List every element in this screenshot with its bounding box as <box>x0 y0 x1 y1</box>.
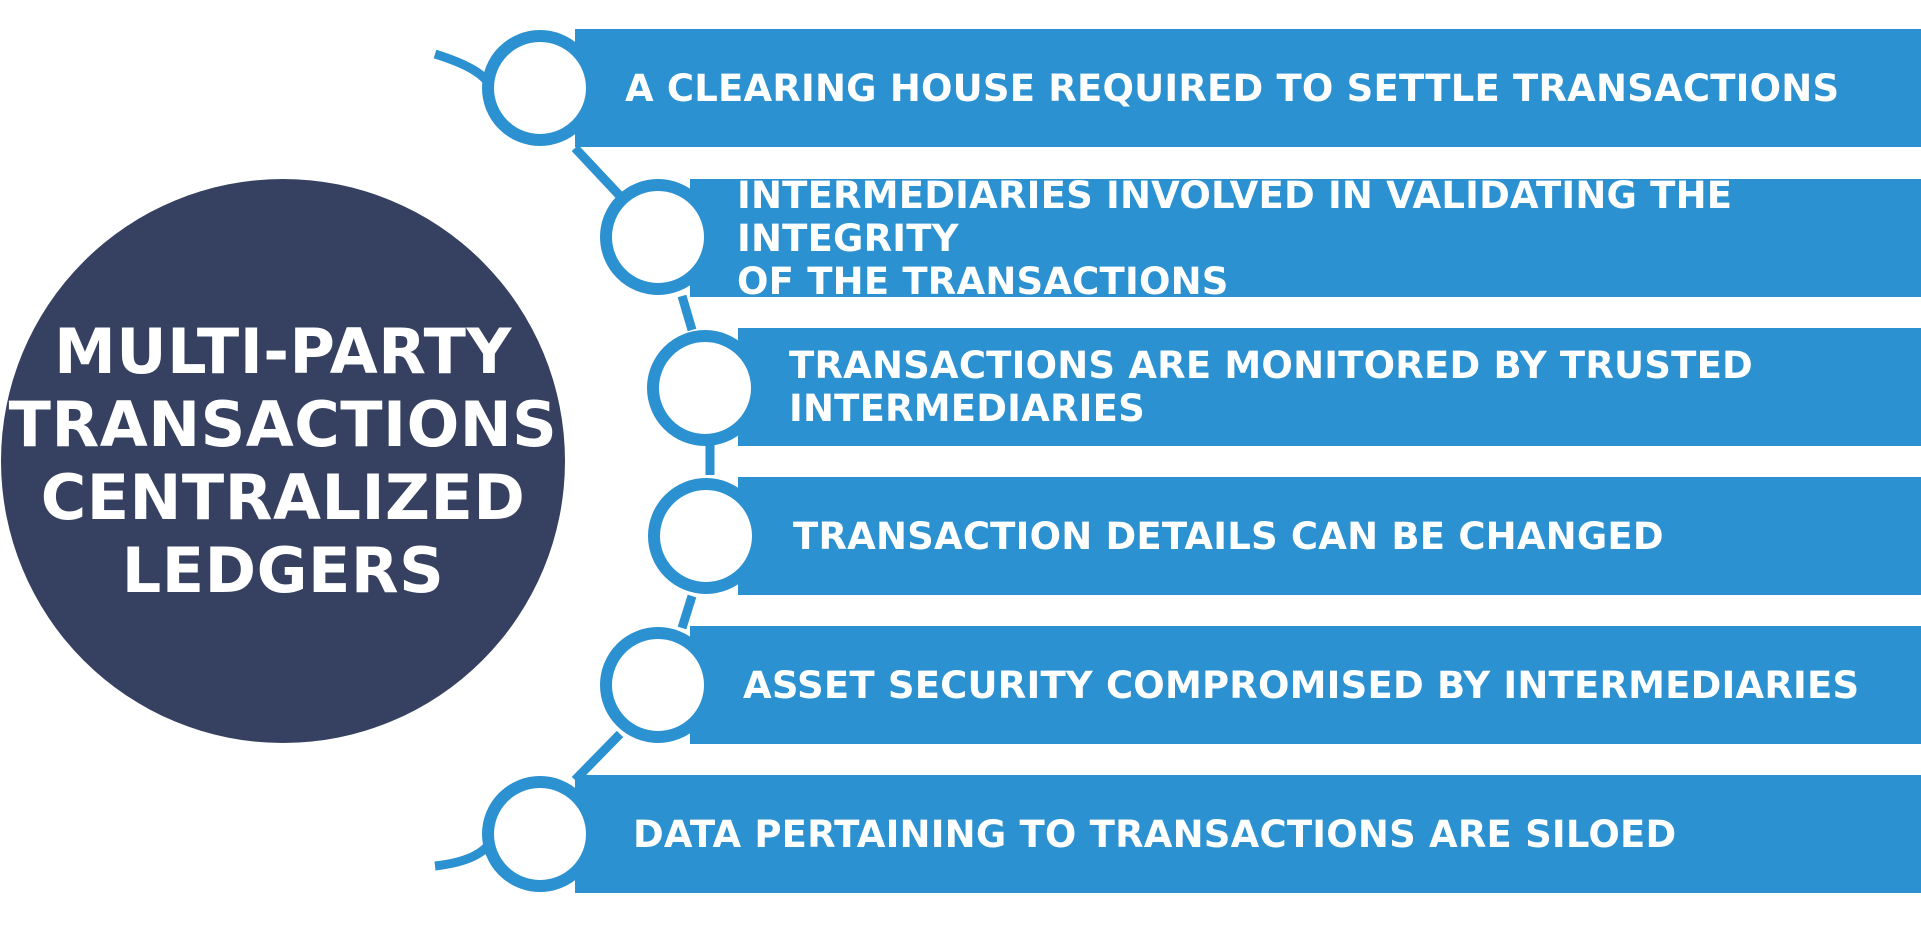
arc-segment-2 <box>677 294 697 332</box>
item-label-4: TRANSACTION DETAILS CAN BE CHANGED <box>793 514 1664 558</box>
item-bar-1: A CLEARING HOUSE REQUIRED TO SETTLE TRAN… <box>575 29 1921 147</box>
arc-segment-4 <box>677 594 697 630</box>
central-topic-line: TRANSACTIONS <box>8 388 558 461</box>
arc-segment-5 <box>571 730 624 784</box>
item-bar-6: DATA PERTAINING TO TRANSACTIONS ARE SILO… <box>575 775 1921 893</box>
item-bar-3: TRANSACTIONS ARE MONITORED BY TRUSTED IN… <box>738 328 1921 446</box>
central-topic-line: CENTRALIZED <box>40 461 526 534</box>
item-bar-4: TRANSACTION DETAILS CAN BE CHANGED <box>738 477 1921 595</box>
item-node-1 <box>482 30 598 146</box>
item-node-6 <box>482 776 598 892</box>
item-node-2 <box>600 179 716 295</box>
item-label-5: ASSET SECURITY COMPROMISED BY INTERMEDIA… <box>743 663 1860 707</box>
central-topic-line: MULTI-PARTY <box>54 315 512 388</box>
item-label-1: A CLEARING HOUSE REQUIRED TO SETTLE TRAN… <box>625 66 1840 110</box>
item-label-3: TRANSACTIONS ARE MONITORED BY TRUSTED IN… <box>789 344 1753 430</box>
arc-segment-1 <box>571 144 624 200</box>
item-node-5 <box>600 627 716 743</box>
item-node-3 <box>647 330 763 446</box>
central-topic-line: LEDGERS <box>121 534 445 607</box>
item-label-6: DATA PERTAINING TO TRANSACTIONS ARE SILO… <box>633 812 1677 856</box>
item-bar-5: ASSET SECURITY COMPROMISED BY INTERMEDIA… <box>690 626 1921 744</box>
item-node-4 <box>648 478 764 594</box>
item-bar-2: INTERMEDIARIES INVOLVED IN VALIDATING TH… <box>690 173 1921 303</box>
central-topic-circle: MULTI-PARTY TRANSACTIONS CENTRALIZED LED… <box>1 179 565 743</box>
item-label-2: INTERMEDIARIES INVOLVED IN VALIDATING TH… <box>737 173 1733 303</box>
central-topic-title: MULTI-PARTY TRANSACTIONS CENTRALIZED LED… <box>9 315 558 607</box>
